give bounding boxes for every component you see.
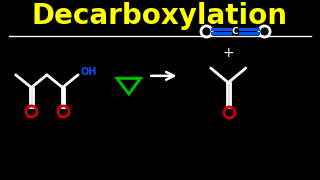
Text: C: C <box>232 26 238 35</box>
Text: Decarboxylation: Decarboxylation <box>32 3 288 30</box>
Text: +: + <box>222 46 234 60</box>
Text: OH: OH <box>80 67 96 77</box>
